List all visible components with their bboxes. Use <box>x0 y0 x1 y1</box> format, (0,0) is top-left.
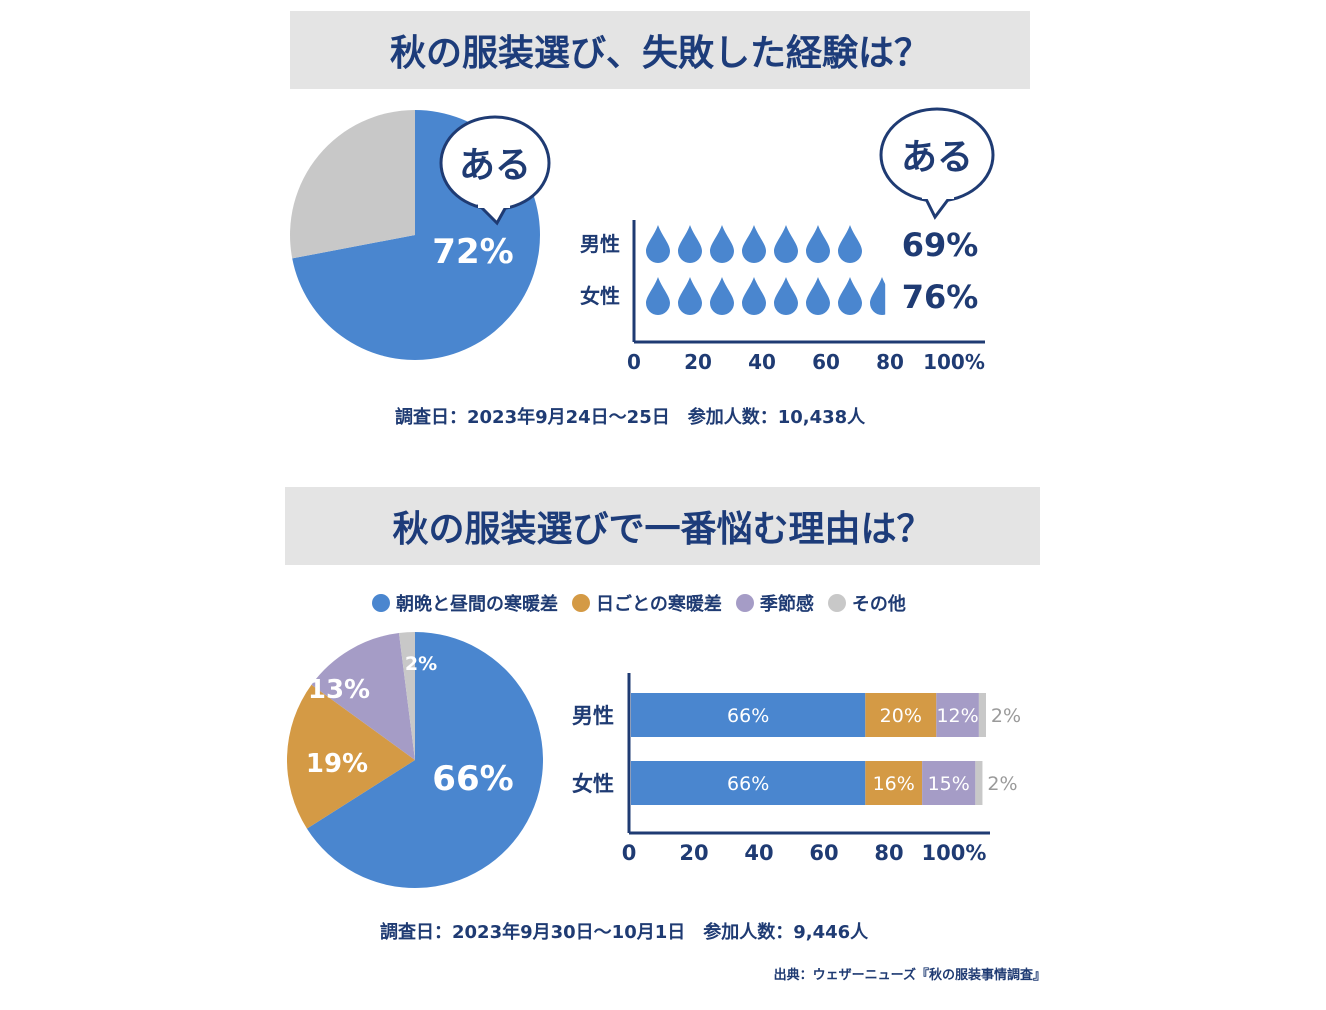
legend-label: 日ごとの寒暖差 <box>596 594 722 615</box>
stack-segment <box>978 693 986 737</box>
stack-tick-label: 40 <box>744 841 773 865</box>
drop-value-label: 76% <box>902 278 979 316</box>
drop-tick-label: 0 <box>627 350 641 374</box>
stack-segment-label: 2% <box>987 773 1017 795</box>
pie1-slice-1 <box>290 110 415 259</box>
bar-callout-bubble: ある <box>879 107 995 220</box>
stack-segment-label: 15% <box>928 773 970 795</box>
stack-segment <box>922 761 976 805</box>
legend-item-morning-day: 朝晩と昼間の寒暖差 <box>372 590 558 616</box>
drop-tick-label: 80 <box>876 350 904 374</box>
stack-row-label: 女性 <box>572 772 614 796</box>
stack-segment <box>865 693 937 737</box>
drop-icon <box>710 225 734 263</box>
stack-segment <box>975 761 983 805</box>
section2-title: 秋の服装選びで一番悩む理由は？ <box>285 487 1040 565</box>
pie-callout-bubble: ある <box>439 115 551 226</box>
drop-icon <box>678 225 702 263</box>
legend-dot <box>735 594 754 612</box>
legend-label: 季節感 <box>759 594 814 615</box>
pie2-value-label: 66% <box>432 759 513 799</box>
stack-segment-label: 12% <box>936 705 978 727</box>
drop-icon <box>646 225 670 263</box>
drop-row-label: 男性 <box>580 232 620 256</box>
pie2-slice-0 <box>306 632 543 888</box>
drop-icon <box>678 277 702 315</box>
drop-value-label: 69% <box>902 226 979 264</box>
stack-tick-label: 80 <box>874 841 903 865</box>
drop-icon <box>646 277 670 315</box>
pie-callout-text: ある <box>459 145 531 186</box>
stack-segment-label: 2% <box>991 705 1021 727</box>
stack-segment <box>631 761 866 805</box>
source-note: 出典：ウェザーニューズ『秋の服装事情調査』 <box>773 968 1046 983</box>
pie-chart-experience: 72% ある <box>290 110 551 360</box>
drop-row-0 <box>646 225 862 263</box>
drop-icon <box>742 225 766 263</box>
drop-row-label: 女性 <box>580 284 620 308</box>
drop-icon <box>838 277 862 315</box>
stack-tick-label: 0 <box>622 841 637 865</box>
stack-segment-label: 20% <box>880 705 922 727</box>
drop-icon <box>870 277 886 315</box>
section1-survey-info: 調査日：2023年9月24日～25日 参加人数：10,438人 <box>395 407 866 428</box>
pie2-value-label: 19% <box>306 749 368 779</box>
drop-bar-chart: ある 男性 69% 女性 76% 0 20 40 60 80 100% <box>580 107 995 374</box>
stack-tick-label: 60 <box>809 841 838 865</box>
stack-segment <box>936 693 979 737</box>
pie2-slice-1 <box>287 684 415 829</box>
pie-chart-reason: 66% 19% 13% 2% <box>287 632 543 888</box>
pie2-value-label: 13% <box>308 675 370 705</box>
pie2-value-label: 2% <box>405 653 437 675</box>
stack-segment-label: 66% <box>727 773 769 795</box>
drop-tick-label: 40 <box>748 350 776 374</box>
drop-tick-label: 100% <box>923 350 985 374</box>
legend-dot <box>827 594 846 612</box>
legend-label: その他 <box>851 594 906 615</box>
drop-row-1 <box>646 277 886 315</box>
drop-icon <box>806 225 830 263</box>
section1-title: 秋の服装選び、失敗した経験は？ <box>290 11 1030 89</box>
section2-survey-info: 調査日：2023年9月30日～10月1日 参加人数：9,446人 <box>380 922 869 943</box>
pie2-slice-2 <box>311 633 415 760</box>
drop-icon <box>774 277 798 315</box>
drop-icon <box>742 277 766 315</box>
pie1-value-label: 72% <box>432 232 513 272</box>
legend-dot <box>572 594 590 612</box>
legend-item-other: その他 <box>827 590 906 616</box>
stack-tick-label: 20 <box>679 841 708 865</box>
stack-row-label: 男性 <box>572 704 614 728</box>
stack-segment-label: 16% <box>873 773 915 795</box>
legend-label: 朝晩と昼間の寒暖差 <box>396 594 558 615</box>
stack-segment-label: 66% <box>727 705 769 727</box>
stacked-bar-chart: 男性 66% 20% 12% 2% 女性 66% 16% 15% 2% 0 20 40 60 80 100% <box>572 673 1021 865</box>
drop-icon <box>806 277 830 315</box>
stack-segment <box>631 693 866 737</box>
drop-tick-label: 20 <box>684 350 712 374</box>
drop-icon <box>774 225 798 263</box>
stack-segment <box>865 761 923 805</box>
drop-icon <box>838 225 862 263</box>
legend-item-season: 季節感 <box>735 590 814 616</box>
drop-tick-label: 60 <box>812 350 840 374</box>
pie2-slice-3 <box>398 632 415 760</box>
bar-callout-text: ある <box>901 137 973 178</box>
legend: 朝晩と昼間の寒暖差 日ごとの寒暖差 季節感 その他 <box>372 590 906 616</box>
legend-dot <box>372 594 390 612</box>
legend-item-daily: 日ごとの寒暖差 <box>572 590 722 616</box>
drop-icon <box>710 277 734 315</box>
stack-tick-label: 100% <box>922 841 987 865</box>
